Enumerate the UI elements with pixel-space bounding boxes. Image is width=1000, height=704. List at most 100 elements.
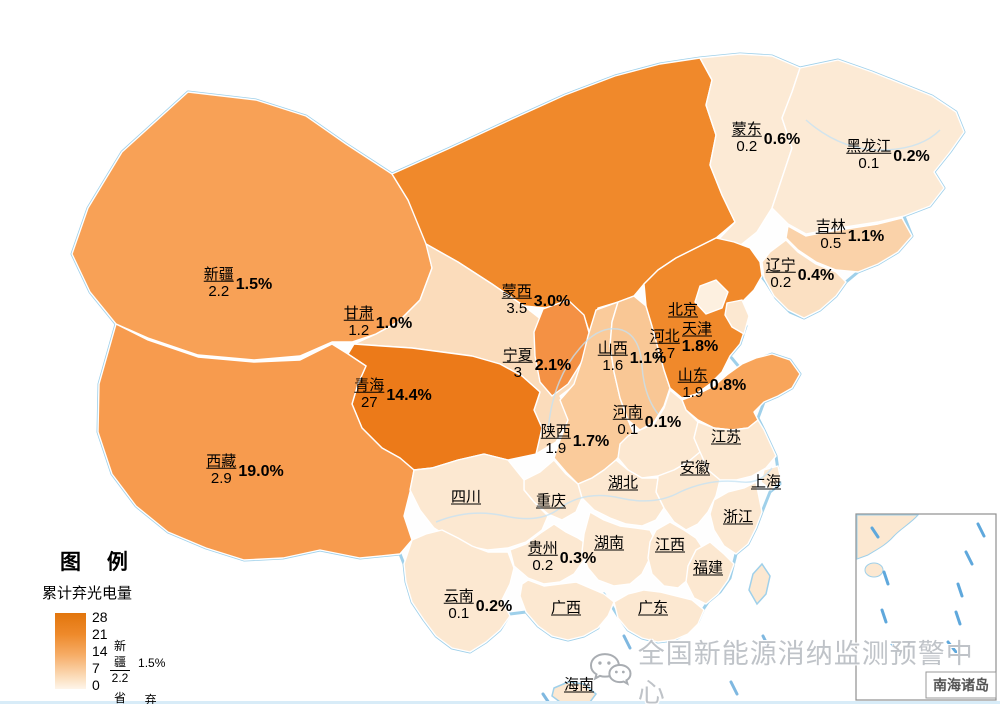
region-jiangsu	[693, 419, 777, 481]
province-value: 2.9	[210, 470, 232, 487]
province-rate: 0.8%	[709, 377, 747, 394]
region-tianjin	[724, 299, 750, 335]
province-name: 北京	[667, 301, 699, 319]
province-label-xinjiang: 新疆 2.2 1.5%	[204, 266, 272, 301]
province-name: 四川	[450, 488, 482, 506]
province-label-guangxi: 广西	[551, 597, 581, 618]
rivers	[435, 119, 941, 523]
province-label-hunan: 湖南	[594, 532, 624, 553]
province-label-shandong: 山东 1.9 0.8%	[678, 367, 746, 402]
province-value: 1.2	[348, 322, 370, 339]
province-name: 安徽	[679, 459, 711, 477]
bottom-edge-line	[0, 701, 1000, 704]
province-name: 贵州	[527, 539, 558, 557]
province-label-henan: 河南 0.1 0.1%	[613, 404, 681, 439]
taiwan-island	[748, 562, 771, 606]
province-label-guangdong: 广东	[638, 597, 668, 618]
province-name: 江西	[654, 536, 686, 554]
province-label-mengdong: 蒙东 0.2 0.6%	[732, 121, 800, 156]
province-name: 山西	[597, 339, 628, 357]
legend-tick: 28	[92, 609, 108, 625]
province-label-ningxia: 宁夏 3 2.1%	[503, 347, 571, 382]
province-rate: 14.4%	[386, 387, 432, 404]
province-name: 陕西	[540, 422, 571, 440]
province-value: 1.6	[602, 357, 624, 374]
legend-tick: 21	[92, 626, 108, 642]
region-ningxia	[533, 299, 591, 397]
province-name: 广西	[550, 599, 582, 617]
province-name: 重庆	[535, 492, 567, 510]
province-name: 宁夏	[502, 346, 533, 364]
watermark-text: 全国新能源消纳监测预警中心	[637, 639, 974, 704]
province-value: 27	[360, 394, 378, 411]
inset-hainan-island	[864, 562, 884, 578]
region-liaoning	[761, 239, 847, 319]
province-label-heilongjiang: 黑龙江 0.1 0.2%	[846, 138, 929, 173]
province-label-jilin: 吉林 0.5 1.1%	[816, 218, 884, 253]
province-value: 1.9	[545, 440, 567, 457]
province-value: 3.7	[654, 345, 676, 362]
province-label-yunnan: 云南 0.1 0.2%	[444, 588, 512, 623]
province-rate: 0.4%	[797, 267, 835, 284]
nine-dash-line	[870, 522, 986, 656]
province-value: 0.2	[770, 274, 792, 291]
legend-example-province: 新疆	[110, 639, 131, 672]
province-label-hebei: 河北 3.7 1.8%	[650, 328, 718, 363]
legend-tick: 7	[92, 660, 100, 676]
legend-key-province: 省份	[110, 691, 138, 704]
province-name: 上海	[750, 473, 782, 491]
province-name: 天津	[681, 320, 713, 338]
province-name: 湖南	[593, 534, 625, 552]
region-sichuan	[409, 453, 549, 551]
province-name: 蒙西	[501, 282, 532, 300]
region-beijing	[694, 279, 729, 315]
province-name: 新疆	[203, 265, 234, 283]
region-guangdong	[613, 589, 705, 643]
inset-label: 南海诸岛	[933, 677, 989, 693]
region-yunnan	[403, 529, 515, 653]
province-label-mengxi: 蒙西 3.5 3.0%	[502, 283, 570, 318]
province-name: 湖北	[607, 474, 639, 492]
watermark: 全国新能源消纳监测预警中心	[588, 632, 1000, 704]
province-label-jiangxi: 江西	[655, 534, 685, 555]
province-name: 西藏	[206, 452, 237, 470]
province-label-shaanxi: 陕西 1.9 1.7%	[541, 423, 609, 458]
province-rate: 0.1%	[644, 414, 682, 431]
province-label-guizhou: 贵州 0.2 0.3%	[528, 540, 596, 575]
province-rate: 1.5%	[235, 276, 273, 293]
province-value: 0.1	[617, 421, 639, 438]
region-anhui	[655, 451, 721, 531]
province-name: 浙江	[722, 508, 754, 526]
province-value: 0.1	[858, 155, 880, 172]
province-name: 辽宁	[765, 256, 796, 274]
province-rate: 0.6%	[763, 131, 801, 148]
province-rate: 3.0%	[533, 293, 571, 310]
province-label-sichuan: 四川	[451, 486, 481, 507]
province-value: 0.5	[820, 235, 842, 252]
sea-dashes	[541, 634, 771, 704]
province-name: 山东	[677, 366, 708, 384]
province-name: 福建	[692, 559, 724, 577]
province-rate: 1.7%	[572, 433, 610, 450]
legend-tick: 0	[92, 677, 100, 693]
south-china-sea-inset: 南海诸岛	[855, 513, 997, 701]
region-jilin	[785, 217, 913, 273]
inset-label-box	[925, 671, 997, 699]
province-label-zhejiang: 浙江	[723, 506, 753, 527]
province-value: 3.5	[506, 300, 528, 317]
province-name: 云南	[443, 587, 474, 605]
province-rate: 1.1%	[847, 228, 885, 245]
inset-coast	[856, 514, 920, 560]
province-label-hubei: 湖北	[608, 472, 638, 493]
province-rate: 2.1%	[534, 357, 572, 374]
region-zhejiang	[709, 481, 763, 555]
province-label-tianjin: 天津	[682, 318, 712, 339]
legend-ticks: 28 21 14 7 0	[92, 609, 108, 693]
legend-example: 新疆 2.2 1.5% 省份 弃光电量 弃光率	[110, 639, 165, 704]
province-value: 2.2	[208, 283, 230, 300]
province-label-hainan: 海南	[564, 674, 594, 695]
region-xizang	[97, 323, 415, 561]
province-rate: 0.3%	[559, 550, 597, 567]
province-value: 0.1	[448, 605, 470, 622]
